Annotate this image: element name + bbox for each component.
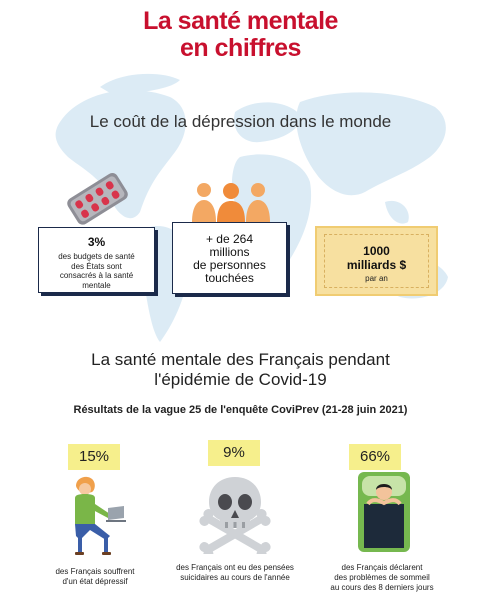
stat-box-budget: 3% des budgets de santé des États sont c… bbox=[38, 227, 155, 293]
caption-suicidal: des Français ont eu des pensées suicidai… bbox=[176, 563, 294, 582]
percent-sleep: 66% bbox=[349, 444, 401, 470]
page-title: La santé mentale en chiffres bbox=[0, 8, 481, 62]
stat-value-cost: 1000 bbox=[363, 244, 390, 258]
person-laptop-icon bbox=[75, 476, 126, 555]
survey-source: Résultats de la vague 25 de l'enquête Co… bbox=[73, 404, 408, 416]
skull-crossbones-icon bbox=[199, 477, 271, 554]
percent-suicidal: 9% bbox=[208, 440, 260, 466]
stat-desc-people: millions de personnes touchées bbox=[193, 245, 266, 285]
stat-desc-budget: des budgets de santé des États sont cons… bbox=[58, 252, 135, 290]
stat-box-people: + de 264 millions de personnes touchées bbox=[172, 222, 287, 294]
people-group-icon bbox=[192, 183, 270, 222]
stat-value-people: + de 264 bbox=[205, 232, 254, 246]
stat-bill-cost: 1000 milliards $ par an bbox=[315, 226, 438, 296]
person-bed-icon bbox=[358, 472, 410, 552]
title-line-2: en chiffres bbox=[180, 34, 301, 62]
caption-depression: des Français souffrent d'un état dépress… bbox=[55, 567, 135, 586]
stat-value-budget: 3% bbox=[87, 235, 106, 249]
section2-heading: La santé mentale des Français pendant l'… bbox=[91, 350, 390, 389]
percent-depression: 15% bbox=[68, 444, 120, 470]
stat-value-cost-unit: milliards $ bbox=[346, 258, 407, 272]
caption-sleep: des Français déclarent des problèmes de … bbox=[330, 563, 434, 592]
stat-desc-cost: par an bbox=[365, 274, 388, 283]
bill-frame: 1000 milliards $ par an bbox=[324, 234, 429, 288]
title-line-1: La santé mentale bbox=[143, 7, 338, 35]
pill-blister-icon bbox=[67, 173, 128, 225]
section1-heading: Le coût de la dépression dans le monde bbox=[89, 112, 392, 131]
